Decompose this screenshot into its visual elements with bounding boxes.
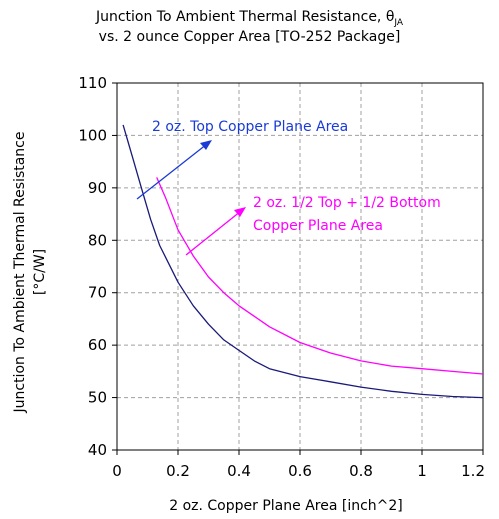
y-tick-label: 70 [88, 284, 107, 302]
x-tick-label: 0.2 [166, 462, 190, 480]
x-tick-label: 1 [417, 462, 427, 480]
x-tick-label: 0.8 [349, 462, 373, 480]
series2-label-line1: 2 oz. 1/2 Top + 1/2 Bottom [253, 195, 441, 211]
y-tick-label: 40 [88, 441, 107, 459]
x-tick-label: 0 [112, 462, 122, 480]
y-axis-label-line1: Junction To Ambient Thermal Resistance [12, 132, 28, 414]
x-tick-label: 0.4 [227, 462, 251, 480]
y-tick-label: 60 [88, 336, 107, 354]
y-tick-label: 50 [88, 389, 107, 407]
series-line-2 [156, 177, 484, 375]
y-tick-label: 80 [88, 231, 107, 249]
y-axis-label-line2: [°C/W] [32, 249, 48, 295]
y-tick-label: 110 [78, 74, 107, 92]
x-axis-label: 2 oz. Copper Plane Area [inch^2] [169, 498, 403, 514]
x-tick-label: 0.6 [288, 462, 312, 480]
y-tick-label: 90 [88, 179, 107, 197]
series2-label-line2: Copper Plane Area [253, 218, 383, 234]
series-lines [122, 124, 484, 399]
series1-label: 2 oz. Top Copper Plane Area [152, 119, 348, 135]
chart-title-line2: vs. 2 ounce Copper Area [TO-252 Package] [98, 29, 401, 45]
series2-arrow-line [185, 210, 242, 256]
chart-title-subscript: JA [394, 17, 404, 28]
series-line-1 [122, 124, 484, 399]
chart-title-line1: Junction To Ambient Thermal Resistance, … [0, 8, 499, 32]
y-tick-label: 100 [78, 126, 107, 144]
series2-arrow-head [234, 207, 246, 217]
axis-ticks: 40 50 60 70 80 90 100 110 0 0.2 0.4 0.6 0.8 1 1.2 [78, 74, 485, 480]
series1-arrow-line [136, 143, 208, 200]
grid [117, 83, 483, 450]
series1-arrow-head [200, 140, 212, 150]
chart-title-main: Junction To Ambient Thermal Resistance, … [95, 9, 395, 25]
x-tick-label: 1.2 [461, 462, 485, 480]
